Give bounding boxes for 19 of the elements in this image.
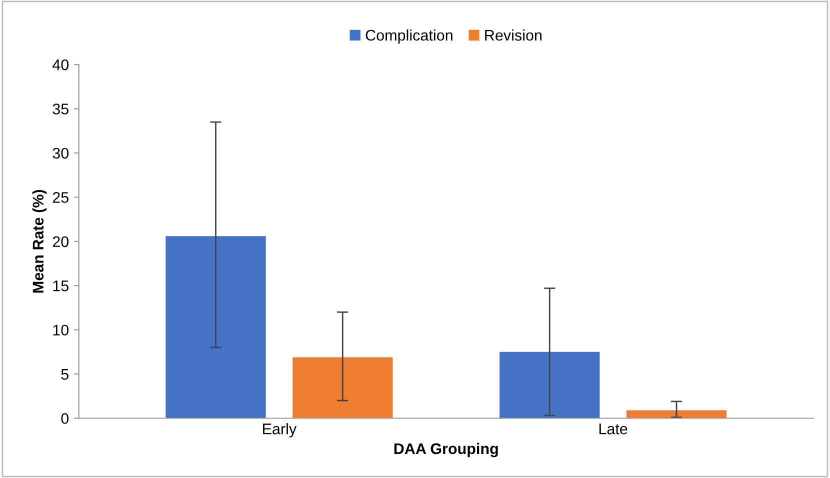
y-tick-label: 30 bbox=[52, 148, 69, 159]
bar bbox=[166, 236, 266, 418]
y-tick-label: 35 bbox=[52, 104, 68, 114]
legend-label: Complication bbox=[366, 29, 452, 44]
bar bbox=[500, 352, 600, 418]
y-tick-label: 20 bbox=[52, 236, 69, 248]
y-tick-label: 40 bbox=[52, 59, 69, 70]
bar bbox=[626, 410, 727, 418]
bar bbox=[292, 357, 393, 418]
y-tick-label: 5 bbox=[61, 369, 68, 380]
y-tick-label: 10 bbox=[53, 324, 69, 336]
y-tick-label: 0 bbox=[61, 413, 69, 424]
y-tick-label: 25 bbox=[52, 192, 68, 203]
legend-label: Revision bbox=[485, 29, 542, 41]
y-tick-label: 15 bbox=[53, 280, 68, 292]
x-tick-label: Early bbox=[263, 423, 297, 438]
x-axis-title: DAA Grouping bbox=[394, 442, 498, 458]
y-axis-title: Mean Rate (%) bbox=[32, 190, 47, 293]
x-tick-label: Late bbox=[599, 424, 628, 434]
